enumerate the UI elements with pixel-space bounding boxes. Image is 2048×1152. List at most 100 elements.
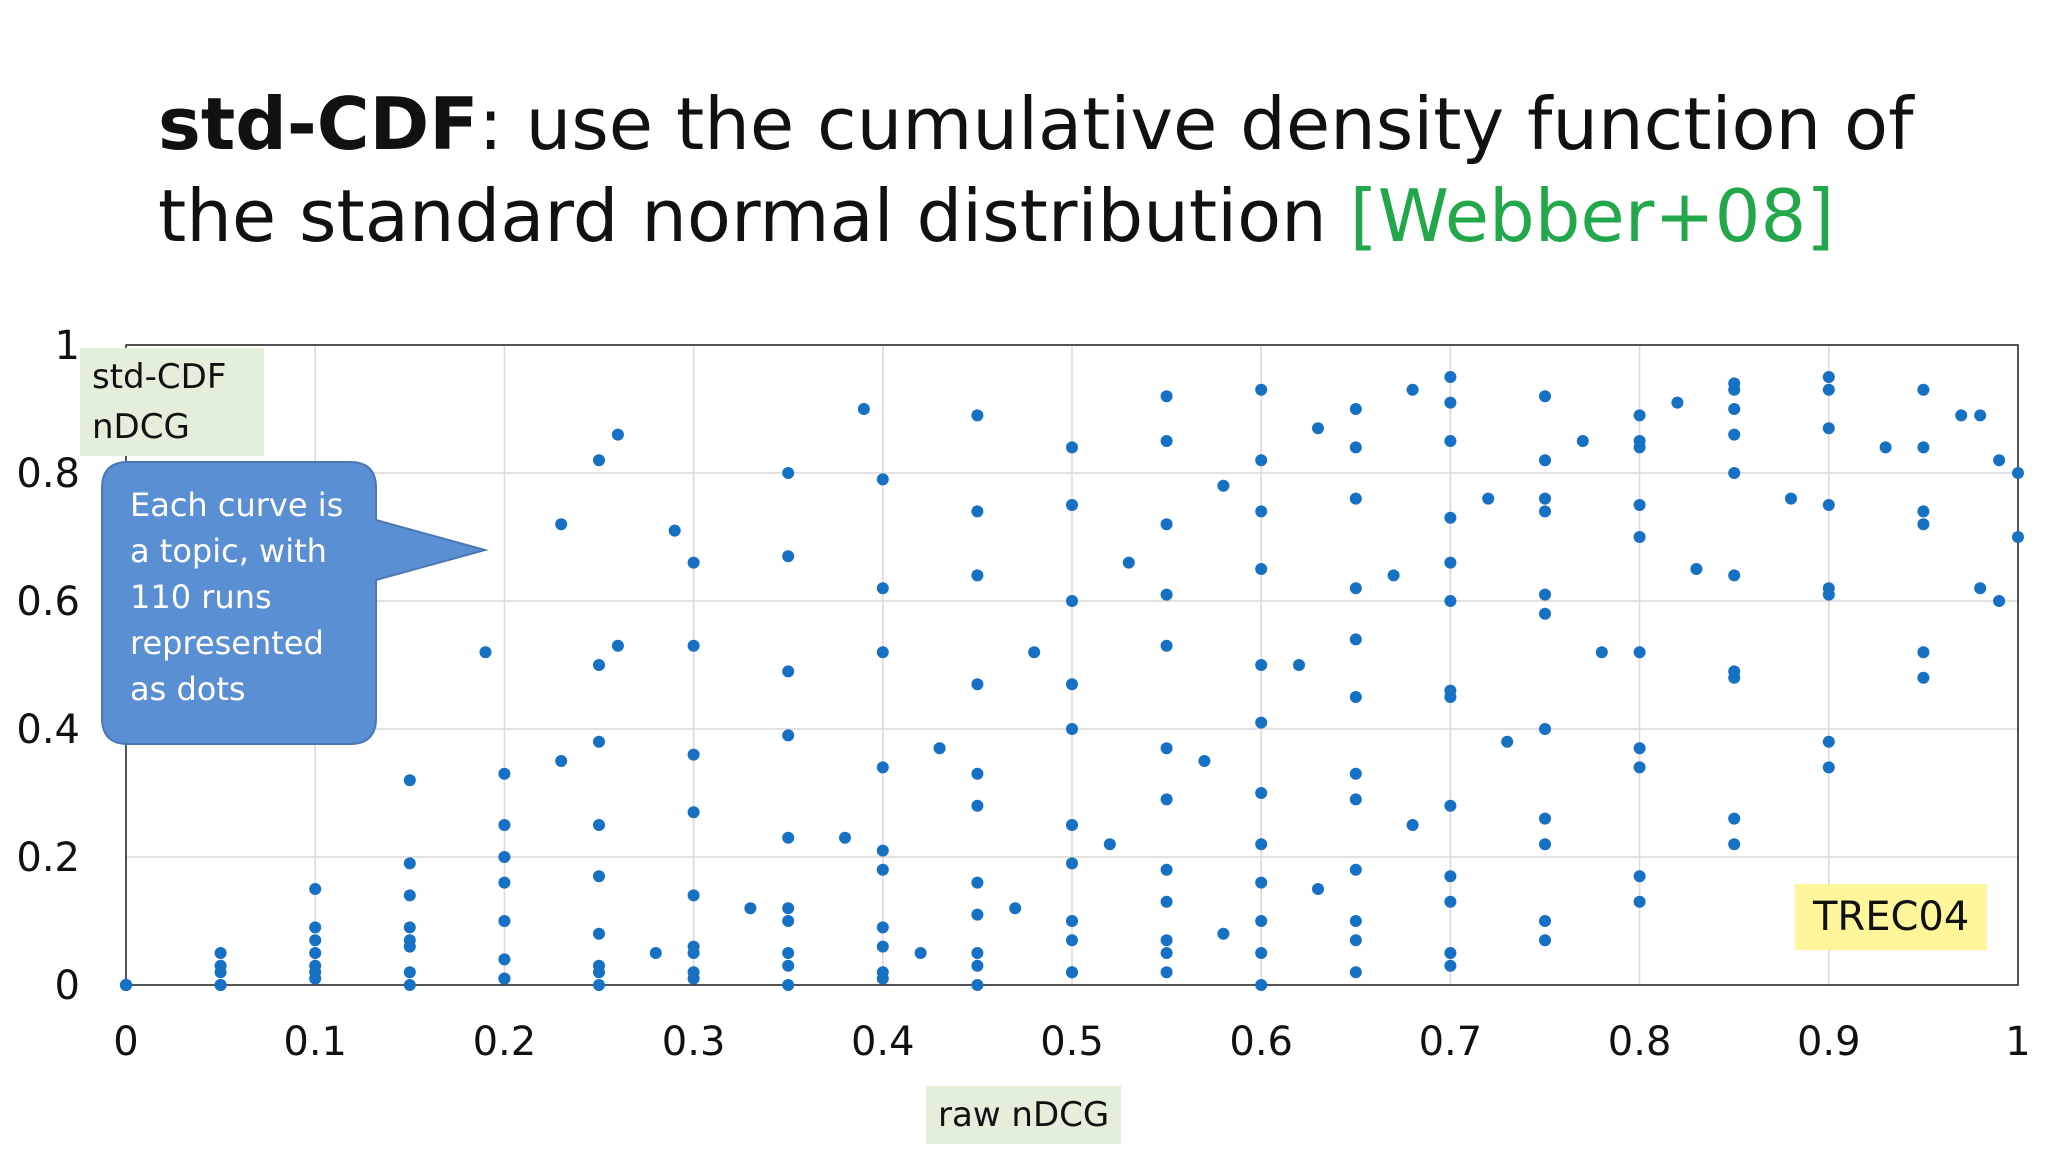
- data-point: [1255, 659, 1268, 671]
- data-point: [1349, 582, 1362, 595]
- data-point: [1633, 435, 1646, 447]
- data-point: [971, 505, 984, 518]
- data-point: [1160, 934, 1173, 947]
- plot-grid: [125, 344, 2019, 986]
- data-point: [687, 889, 700, 902]
- data-point: [687, 940, 700, 953]
- data-point: [1539, 588, 1551, 601]
- x-tick-label: 0.9: [1797, 1019, 1861, 1065]
- data-point: [1576, 435, 1589, 447]
- data-point: [876, 646, 889, 659]
- data-point: [403, 966, 416, 979]
- callout-bubble: [101, 461, 489, 745]
- x-tick-label: 0.1: [283, 1019, 347, 1065]
- data-point: [1917, 441, 1930, 454]
- data-point: [971, 569, 984, 582]
- x-tick-label: 0.5: [1040, 1019, 1104, 1065]
- data-point: [971, 947, 984, 959]
- data-point: [876, 844, 889, 857]
- data-point: [1444, 595, 1457, 607]
- data-point: [593, 870, 605, 883]
- data-point: [498, 876, 511, 889]
- title-rest: : use the cumulative density function of…: [158, 82, 1914, 258]
- data-point: [1160, 793, 1173, 806]
- data-point: [309, 934, 322, 947]
- data-point: [1539, 454, 1551, 467]
- data-point: [782, 729, 795, 742]
- data-point: [403, 857, 416, 870]
- data-point: [1879, 441, 1892, 454]
- data-point: [782, 979, 795, 991]
- data-point: [309, 947, 322, 959]
- data-point: [1955, 409, 1968, 422]
- data-point: [403, 921, 416, 934]
- x-tick-label: 0.6: [1229, 1019, 1293, 1065]
- data-point: [1066, 934, 1078, 947]
- data-point: [1539, 723, 1551, 735]
- data-point: [1160, 966, 1173, 979]
- data-point: [1974, 582, 1987, 595]
- data-point: [1993, 595, 2006, 607]
- data-point: [309, 883, 322, 895]
- data-point: [782, 550, 795, 563]
- data-points: [120, 371, 2024, 991]
- data-point: [1633, 409, 1646, 422]
- data-point: [403, 940, 416, 953]
- data-point: [593, 819, 605, 831]
- data-point: [1444, 691, 1457, 703]
- data-point: [1009, 902, 1022, 915]
- data-point: [1917, 646, 1930, 659]
- x-tick-label: 0.4: [851, 1019, 915, 1065]
- data-point: [403, 774, 416, 787]
- data-point: [1539, 812, 1551, 825]
- data-point: [1349, 767, 1362, 780]
- data-point: [593, 659, 605, 671]
- data-point: [782, 467, 795, 479]
- data-point: [1728, 569, 1741, 582]
- data-point: [1349, 915, 1362, 927]
- data-point: [498, 767, 511, 780]
- data-point: [876, 940, 889, 953]
- data-point: [1539, 505, 1551, 518]
- data-point: [1066, 499, 1078, 511]
- data-point: [1482, 492, 1495, 505]
- data-point: [1917, 383, 1930, 396]
- data-point: [1539, 607, 1551, 620]
- data-point: [1255, 838, 1268, 851]
- data-point: [1066, 595, 1078, 607]
- data-point: [971, 959, 984, 972]
- data-point: [1539, 492, 1551, 505]
- data-point: [876, 921, 889, 934]
- data-point: [1349, 492, 1362, 505]
- y-tick-label: 0.8: [16, 451, 80, 497]
- data-point: [1066, 441, 1078, 454]
- data-point: [1255, 915, 1268, 927]
- data-point: [744, 902, 757, 915]
- data-point: [1917, 671, 1930, 684]
- data-point: [1349, 934, 1362, 947]
- data-point: [214, 947, 227, 959]
- data-point: [1444, 799, 1457, 812]
- data-point: [120, 979, 132, 991]
- data-point: [403, 979, 416, 991]
- data-point: [1255, 787, 1268, 799]
- data-point: [1255, 505, 1268, 518]
- data-point: [1349, 441, 1362, 454]
- y-tick-label: 0.2: [16, 835, 80, 881]
- axis-ticks: 0 0.1 0.2 0.3 0.4 0.5 0.6 0.7 0.8 0.9 1 0 0.2 0.4 0.6 0…: [16, 323, 2030, 1065]
- data-point: [782, 831, 795, 844]
- data-point: [611, 639, 624, 652]
- data-point: [1633, 870, 1646, 883]
- data-point: [1066, 819, 1078, 831]
- data-point: [876, 966, 889, 979]
- title-citation: [Webber+08]: [1349, 174, 1835, 258]
- x-tick-label: 0.7: [1419, 1019, 1483, 1065]
- data-point: [1312, 883, 1324, 895]
- data-point: [214, 979, 227, 991]
- data-point: [1349, 691, 1362, 703]
- data-point: [1728, 428, 1741, 441]
- data-point: [1255, 716, 1268, 729]
- data-point: [593, 927, 605, 940]
- x-tick-label: 1: [2005, 1019, 2030, 1065]
- data-point: [687, 748, 700, 761]
